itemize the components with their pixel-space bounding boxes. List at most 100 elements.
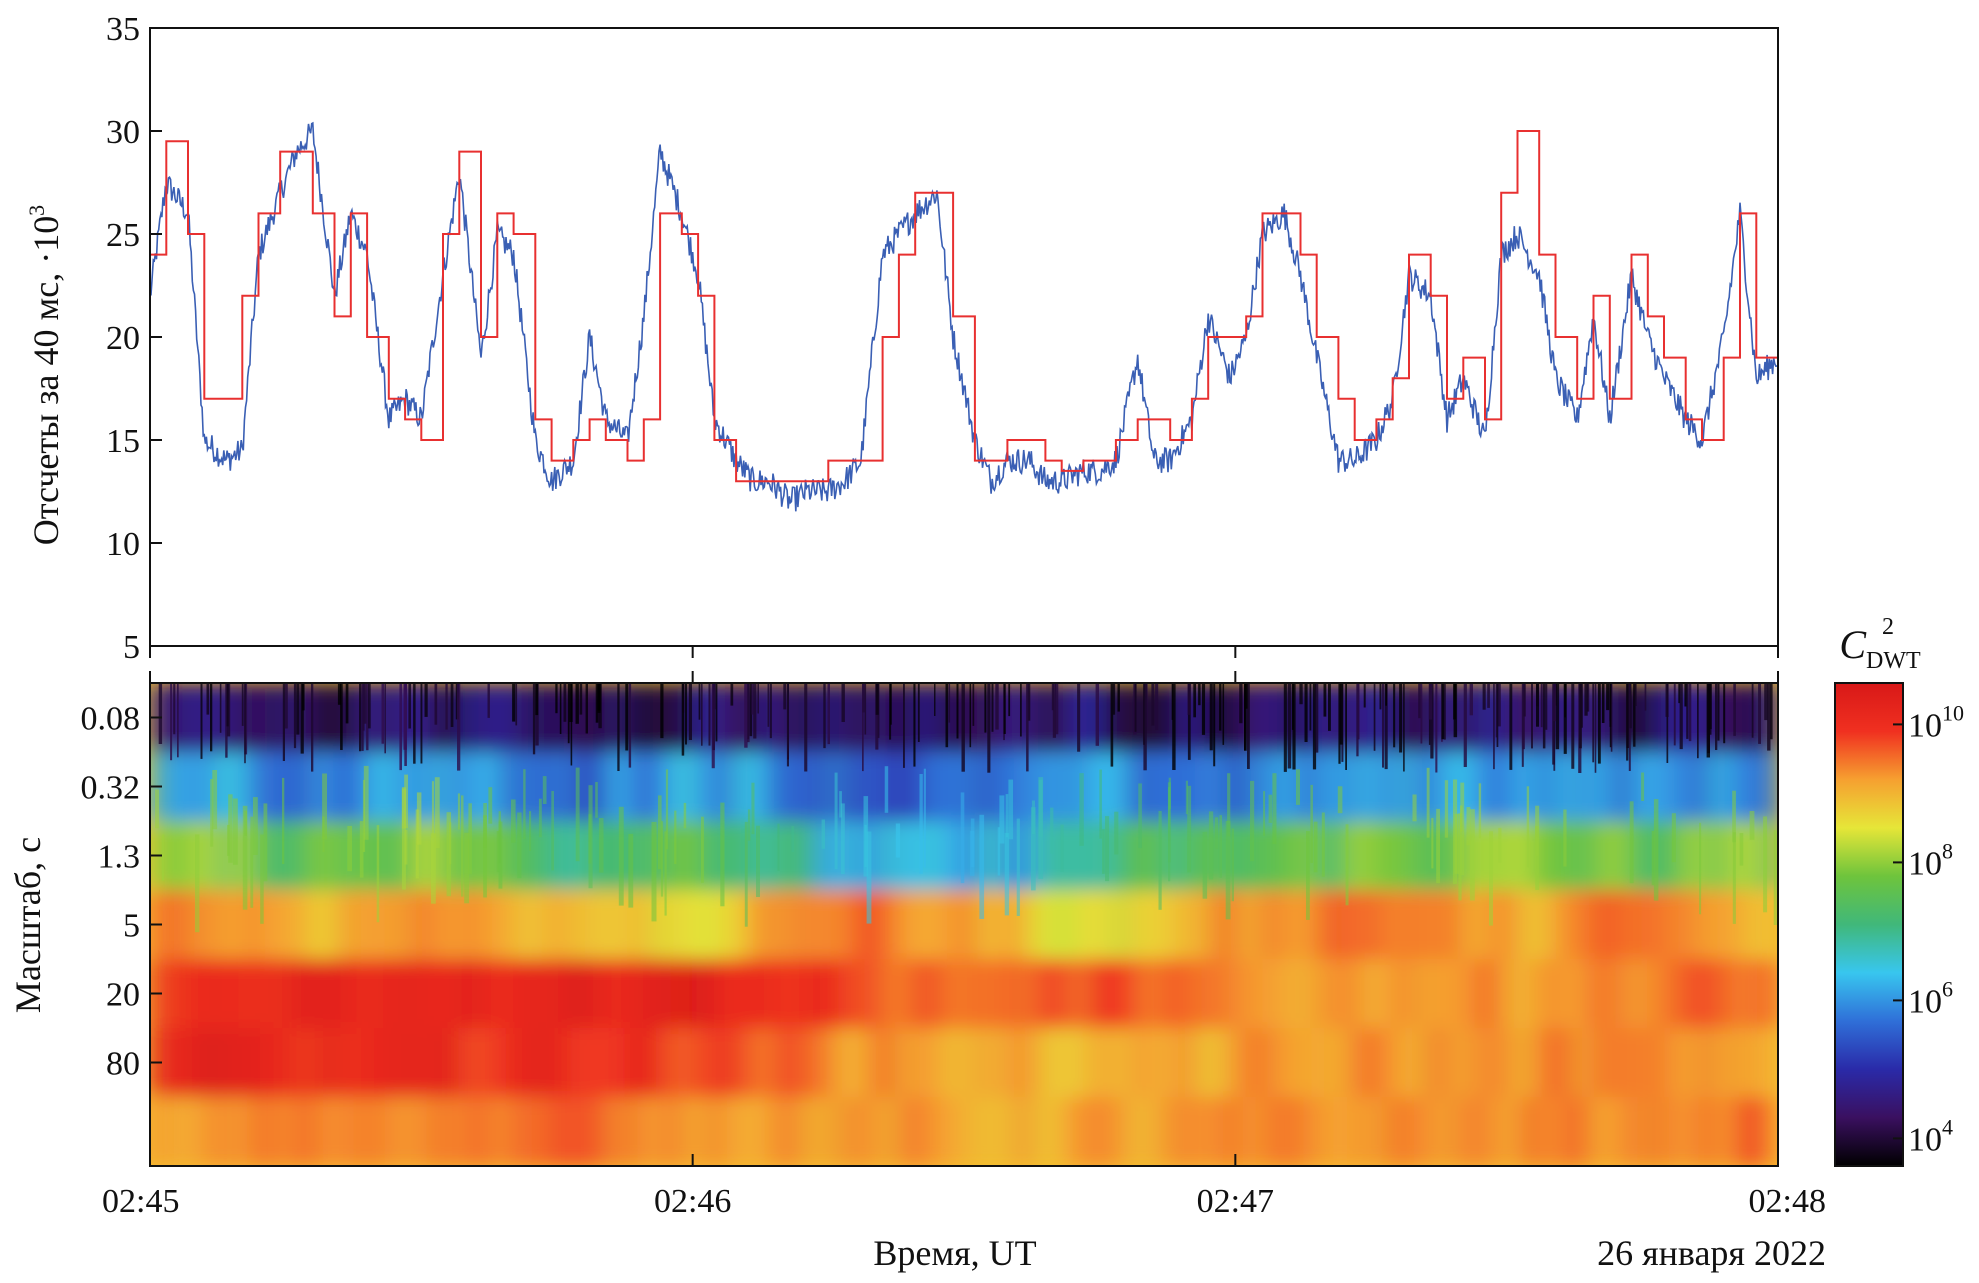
heatmap-cell [1669, 1097, 1685, 1166]
heatmap-cell [1506, 890, 1522, 960]
heatmap-stripe [311, 683, 314, 772]
heatmap-stripe [1497, 683, 1501, 727]
heatmap-cell [1371, 890, 1386, 960]
heatmap-cell [1140, 821, 1155, 891]
heatmap-cell [1560, 1097, 1576, 1166]
heatmap-cell [841, 1097, 857, 1166]
heatmap-cell [1059, 959, 1074, 1029]
heatmap-cell [475, 1028, 491, 1098]
heatmap-cell [1262, 1028, 1278, 1098]
heatmap-cell [923, 959, 938, 1029]
heatmap-stripe [413, 683, 416, 764]
heatmap-stripe [1678, 683, 1680, 704]
heatmap-cell [1235, 959, 1250, 1029]
heatmap-stripe [618, 806, 624, 906]
heatmap-cell [1764, 752, 1778, 822]
heatmap-cell [1601, 959, 1617, 1029]
heatmap-stripe [282, 683, 285, 761]
heatmap-cell [231, 1097, 246, 1166]
heatmap-cell [1181, 1028, 1196, 1098]
heatmap-cell [950, 890, 965, 960]
heatmap-stripe [969, 830, 975, 876]
heatmap-stripe [585, 683, 588, 734]
heatmap-cell [394, 1028, 409, 1098]
heatmap-cell [1208, 1097, 1223, 1166]
heatmap-cell [258, 1028, 274, 1098]
heatmap-cell [1140, 1097, 1155, 1166]
heatmap-cell [1615, 752, 1630, 822]
heatmap-stripe [1213, 683, 1216, 767]
heatmap-cell [299, 1097, 314, 1166]
heatmap-cell [1059, 683, 1074, 753]
top-y-tick-label: 15 [106, 423, 140, 460]
heatmap-cell [909, 959, 925, 1029]
heatmap-cell [1547, 959, 1562, 1029]
heatmap-cell [1655, 959, 1671, 1029]
heatmap-stripe [302, 683, 305, 711]
heatmap-stripe [177, 683, 179, 758]
heatmap-cell [936, 752, 952, 822]
heatmap-stripe [542, 776, 547, 804]
heatmap-cell [1194, 959, 1210, 1029]
heatmap-cell [190, 1097, 206, 1166]
heatmap-stripe [300, 683, 304, 754]
heatmap-cell [652, 683, 667, 753]
heatmap-cell [1723, 890, 1739, 960]
heatmap-cell [367, 959, 382, 1029]
heatmap-cell [353, 890, 369, 960]
heatmap-cell [326, 1028, 341, 1098]
heatmap-stripe [366, 683, 369, 751]
heatmap-stripe [1487, 683, 1490, 708]
heatmap-cell [1167, 752, 1183, 822]
heatmap-stripe [210, 779, 214, 847]
heatmap-cell [611, 1028, 626, 1098]
heatmap-cell [1221, 683, 1237, 753]
heatmap-cell [1208, 1028, 1223, 1098]
heatmap-cell [150, 1097, 165, 1166]
heatmap-cell [1357, 683, 1372, 753]
heatmap-stripe [1247, 683, 1250, 769]
counts-panel: 5 10 15 20 25 30 35 Отсчеты за 40 мс, ·103 [24, 11, 1779, 666]
bottom-y-tick-label: 20 [106, 977, 140, 1014]
heatmap-cell [950, 959, 965, 1029]
heatmap-stripe [749, 683, 753, 737]
heatmap-stripe [1193, 683, 1196, 718]
heatmap-cell [1384, 1097, 1400, 1166]
heatmap-stripe [1531, 683, 1533, 749]
heatmap-stripe [1055, 683, 1059, 735]
heatmap-cell [774, 752, 789, 822]
heatmap-cell [706, 1028, 721, 1098]
heatmap-cell [1248, 1097, 1264, 1166]
heatmap-cell [1086, 890, 1101, 960]
heatmap-cell [299, 890, 314, 960]
heatmap-cell [489, 752, 504, 822]
heatmap-cell [421, 683, 436, 753]
heatmap-stripe [1444, 780, 1449, 838]
heatmap-cell [1167, 821, 1183, 891]
heatmap-cell [163, 1097, 179, 1166]
heatmap-stripe [1306, 831, 1310, 920]
heatmap-cell [1533, 1028, 1549, 1098]
top-y-ticks: 5 10 15 20 25 30 35 [106, 11, 162, 666]
heatmap-cell [258, 1097, 274, 1166]
heatmap-cell [1723, 1028, 1739, 1098]
heatmap-stripe [1555, 683, 1560, 750]
heatmap-stripe [1268, 794, 1273, 823]
heatmap-cell [204, 1028, 219, 1098]
heatmap-stripe [1403, 683, 1405, 772]
heatmap-stripe [559, 683, 562, 734]
heatmap-cell [1588, 1097, 1603, 1166]
colorbar-tick-exponent: 6 [1942, 976, 1953, 1001]
heatmap-stripe [753, 683, 757, 739]
heatmap-cell [1560, 752, 1576, 822]
heatmap-cell [1181, 1097, 1196, 1166]
heatmap-cell [611, 821, 626, 891]
heatmap-cell [1764, 1028, 1778, 1098]
heatmap-stripe [212, 770, 218, 830]
heatmap-cell [841, 752, 857, 822]
heatmap-cell [665, 752, 681, 822]
heatmap-cell [231, 1028, 246, 1098]
heatmap-stripe [969, 683, 972, 748]
heatmap-cell [380, 1097, 396, 1166]
